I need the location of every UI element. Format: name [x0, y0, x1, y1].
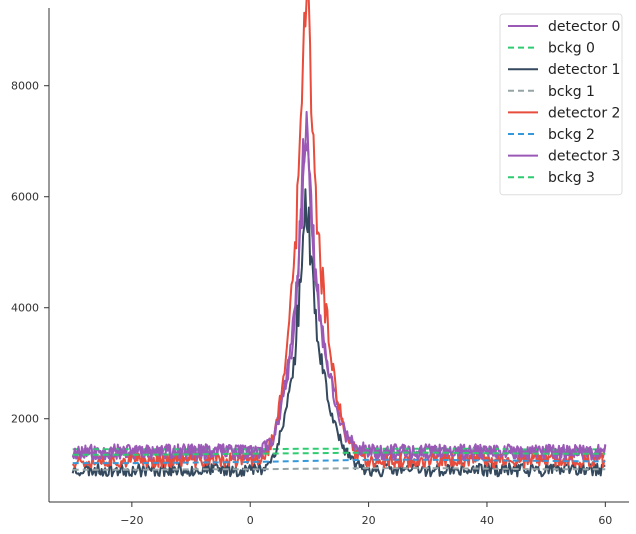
series-line-bckg-2 [72, 458, 606, 465]
legend-label: bckg 0 [548, 41, 595, 57]
legend-label: detector 2 [548, 105, 620, 121]
legend-label: detector 1 [548, 62, 620, 78]
legend-frame [499, 13, 623, 196]
y-tick-label: 2000 [11, 413, 39, 426]
series-line-detector-3 [71, 142, 607, 461]
legend-label: bckg 2 [548, 127, 595, 143]
y-tick-label: 6000 [11, 191, 39, 204]
series-line-detector-1 [71, 188, 606, 478]
legend-label: bckg 1 [548, 84, 595, 100]
ticks-layer: −20 0 20 40 60 2000 4000 6000 8000 [11, 80, 612, 527]
x-tick-label: 60 [598, 514, 612, 527]
y-tick-label: 4000 [11, 302, 39, 315]
x-tick-label: −20 [120, 514, 143, 527]
series-line-bckg-3 [72, 451, 606, 456]
x-tick-label: 0 [247, 514, 254, 527]
series-line-detector-2 [71, 0, 606, 469]
legend: detector 0 bckg 0 detector 1 bckg 1 detector… [499, 13, 623, 196]
x-tick-label: 20 [362, 514, 376, 527]
legend-label: detector 0 [548, 19, 620, 35]
y-tick-label: 8000 [11, 80, 39, 93]
series-line-bckg-1 [72, 467, 606, 471]
legend-label: bckg 3 [548, 170, 595, 186]
legend-label: detector 3 [548, 149, 620, 165]
x-tick-label: 40 [480, 514, 494, 527]
series-layer [71, 0, 607, 478]
